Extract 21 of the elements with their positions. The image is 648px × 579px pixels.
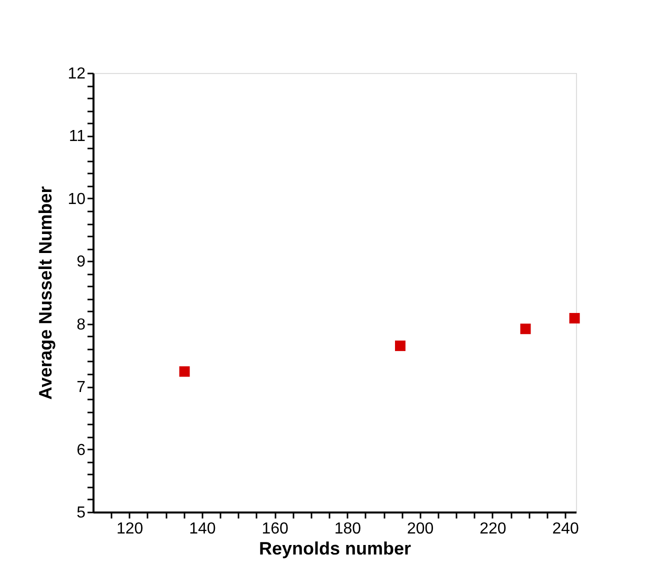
y-tick-label: 7 (76, 379, 86, 396)
y-tick-label: 6 (76, 442, 86, 459)
x-tick-label: 220 (480, 520, 506, 538)
point (179, 366, 190, 377)
point (569, 312, 580, 324)
y-tick-label: 10 (68, 190, 86, 208)
x-axis-title: Reynolds number (258, 538, 412, 558)
x-tick-label: 140 (189, 520, 216, 538)
x-tick-label: 180 (334, 520, 362, 538)
y-tick-label: 8 (76, 316, 86, 334)
y-tick-label: 9 (76, 254, 86, 271)
point (520, 324, 531, 334)
y-axis-title: Average Nusselt Number (36, 186, 56, 400)
point (394, 340, 406, 352)
x-tick-label: 120 (116, 520, 144, 538)
x-tick-label: 160 (262, 520, 289, 538)
y-tick-label: 12 (68, 66, 86, 82)
x-tick-label: 240 (552, 520, 580, 538)
y-tick-label: 5 (76, 504, 86, 522)
y-tick-label: 11 (68, 128, 86, 146)
x-tick-label: 200 (406, 520, 434, 538)
